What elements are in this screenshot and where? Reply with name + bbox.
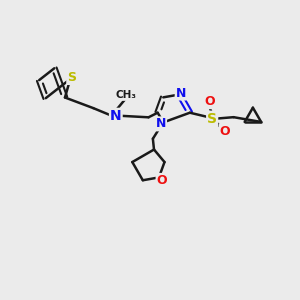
- Text: S: S: [207, 112, 217, 126]
- Text: S: S: [67, 71, 76, 84]
- Text: N: N: [176, 86, 186, 100]
- Text: O: O: [204, 95, 214, 108]
- Text: O: O: [220, 125, 230, 138]
- Text: N: N: [110, 109, 122, 123]
- Text: N: N: [156, 117, 166, 130]
- Text: CH₃: CH₃: [116, 90, 137, 100]
- Text: O: O: [157, 174, 167, 187]
